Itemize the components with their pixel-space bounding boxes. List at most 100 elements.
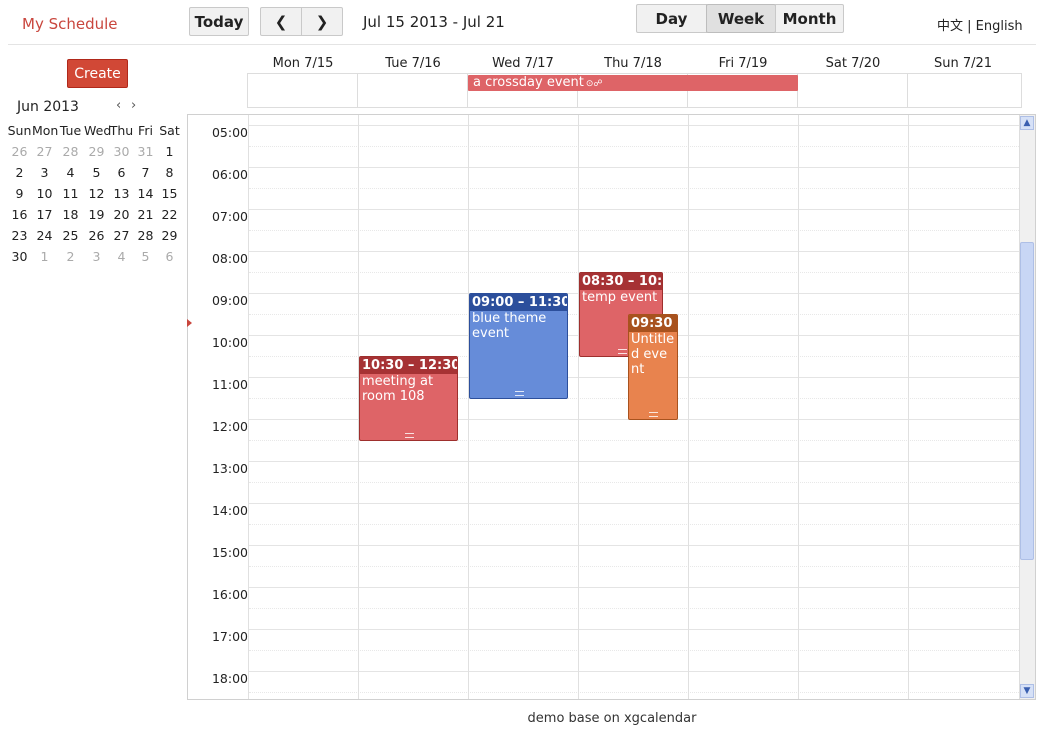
today-button[interactable]: Today: [189, 7, 249, 36]
day-header[interactable]: Wed 7/17: [492, 56, 554, 71]
scroll-up-icon[interactable]: ▲: [1020, 116, 1034, 130]
hour-label: 12:00: [211, 419, 248, 434]
mini-calendar-day[interactable]: 30: [113, 144, 130, 159]
day-header[interactable]: Sun 7/21: [933, 56, 993, 71]
event-title: Untitled event: [631, 332, 675, 377]
day-header[interactable]: Sat 7/20: [825, 56, 881, 71]
mini-calendar-day[interactable]: 4: [66, 165, 75, 180]
mini-calendar-day[interactable]: 16: [11, 207, 28, 222]
hour-line: [249, 461, 1021, 462]
event-blue-theme[interactable]: 09:00 – 11:30 blue theme event: [469, 293, 568, 399]
month-view-button[interactable]: Month: [775, 4, 844, 33]
mini-calendar-day[interactable]: 17: [36, 207, 53, 222]
repeat-icon: ⊙☍: [585, 79, 603, 89]
allday-divider: [467, 73, 468, 108]
hour-line: [249, 209, 1021, 210]
mini-calendar-day[interactable]: 27: [36, 144, 53, 159]
mini-calendar-day[interactable]: 1: [165, 144, 174, 159]
mini-next-month-icon[interactable]: ›: [131, 98, 137, 113]
mini-calendar-day[interactable]: 28: [137, 228, 154, 243]
scrollbar-thumb[interactable]: [1020, 242, 1034, 560]
time-grid[interactable]: 05:00 06:00 07:00 08:00 09:00 10:00 11:00 12:00…: [187, 114, 1036, 700]
event-time: 08:30 – 10:: [580, 273, 662, 290]
lang-en-link[interactable]: English: [975, 19, 1023, 34]
half-hour-line: [249, 146, 1021, 147]
mini-calendar-day[interactable]: 13: [113, 186, 130, 201]
hour-label: 07:00: [211, 209, 248, 224]
prev-week-button[interactable]: ❮: [260, 7, 302, 36]
day-header[interactable]: Tue 7/16: [385, 56, 441, 71]
mini-calendar-day[interactable]: 24: [36, 228, 53, 243]
mini-calendar-day[interactable]: 9: [15, 186, 24, 201]
mini-weekday-label: Tue: [59, 123, 82, 138]
mini-calendar-day[interactable]: 30: [11, 249, 28, 264]
chevron-left-icon: ❮: [274, 12, 288, 31]
app-title: My Schedule: [22, 15, 118, 33]
resize-handle-icon[interactable]: [649, 412, 658, 417]
mini-prev-month-icon[interactable]: ‹: [116, 98, 122, 113]
event-untitled[interactable]: 09:30 Untitled event: [628, 314, 678, 420]
day-header[interactable]: Mon 7/15: [272, 56, 334, 71]
mini-calendar-day[interactable]: 8: [165, 165, 174, 180]
hour-label: 11:00: [211, 377, 248, 392]
mini-calendar-day[interactable]: 25: [62, 228, 79, 243]
resize-handle-icon[interactable]: [404, 433, 414, 438]
chevron-right-icon: ❯: [315, 12, 329, 31]
mini-calendar-day[interactable]: 15: [161, 186, 178, 201]
hour-line: [249, 671, 1021, 672]
mini-calendar-day[interactable]: 5: [92, 165, 101, 180]
event-meeting[interactable]: 10:30 – 12:30 meeting at room 108: [359, 356, 458, 441]
mini-calendar-day[interactable]: 11: [62, 186, 79, 201]
mini-calendar-day[interactable]: 27: [113, 228, 130, 243]
mini-calendar-day[interactable]: 3: [40, 165, 49, 180]
mini-calendar-day[interactable]: 3: [92, 249, 101, 264]
date-range-label: Jul 15 2013 - Jul 21: [363, 13, 505, 31]
mini-calendar-day[interactable]: 29: [88, 144, 105, 159]
allday-event[interactable]: a crossday event ⊙☍: [468, 75, 798, 91]
next-week-button[interactable]: ❯: [301, 7, 343, 36]
allday-divider: [357, 73, 358, 108]
day-header[interactable]: Fri 7/19: [718, 56, 768, 71]
resize-handle-icon[interactable]: [618, 349, 627, 354]
day-view-button[interactable]: Day: [636, 4, 707, 33]
mini-calendar-day[interactable]: 2: [15, 165, 24, 180]
mini-calendar-day[interactable]: 12: [88, 186, 105, 201]
mini-calendar-day[interactable]: 28: [62, 144, 79, 159]
mini-calendar-day[interactable]: 20: [113, 207, 130, 222]
mini-calendar-day[interactable]: 1: [40, 249, 49, 264]
mini-calendar-day[interactable]: 23: [11, 228, 28, 243]
mini-calendar-title: Jun 2013: [17, 99, 79, 115]
mini-calendar-day[interactable]: 2: [66, 249, 75, 264]
mini-calendar-day[interactable]: 10: [36, 186, 53, 201]
scroll-down-icon[interactable]: ▼: [1020, 684, 1034, 698]
day-header[interactable]: Thu 7/18: [604, 56, 662, 71]
mini-calendar-day[interactable]: 7: [141, 165, 150, 180]
hour-label: 09:00: [211, 293, 248, 308]
mini-calendar-day[interactable]: 14: [137, 186, 154, 201]
event-temp[interactable]: 08:30 – 10: temp event: [579, 272, 663, 357]
all-day-row[interactable]: [247, 73, 1022, 108]
mini-calendar-day[interactable]: 6: [165, 249, 174, 264]
mini-calendar-day[interactable]: 26: [88, 228, 105, 243]
mini-calendar-day[interactable]: 4: [117, 249, 126, 264]
mini-calendar-day[interactable]: 19: [88, 207, 105, 222]
hour-line: [249, 251, 1021, 252]
mini-calendar-day[interactable]: 31: [137, 144, 154, 159]
mini-calendar-day[interactable]: 26: [11, 144, 28, 159]
week-view-button[interactable]: Week: [706, 4, 776, 33]
hour-label: 15:00: [211, 545, 248, 560]
mini-calendar-day[interactable]: 5: [141, 249, 150, 264]
event-time: 10:30 – 12:30: [360, 357, 457, 374]
mini-calendar-day[interactable]: 29: [161, 228, 178, 243]
mini-calendar-day[interactable]: 22: [161, 207, 178, 222]
day-column-divider: [908, 115, 909, 699]
mini-calendar-day[interactable]: 21: [137, 207, 154, 222]
mini-calendar-day[interactable]: 6: [117, 165, 126, 180]
resize-handle-icon[interactable]: [514, 391, 524, 396]
create-button[interactable]: Create: [67, 59, 128, 88]
half-hour-line: [249, 524, 1021, 525]
mini-calendar-day[interactable]: 18: [62, 207, 79, 222]
mini-weekday-label: Mon: [32, 123, 59, 138]
lang-zh-link[interactable]: 中文: [937, 19, 964, 34]
hour-label: 17:00: [211, 629, 248, 644]
